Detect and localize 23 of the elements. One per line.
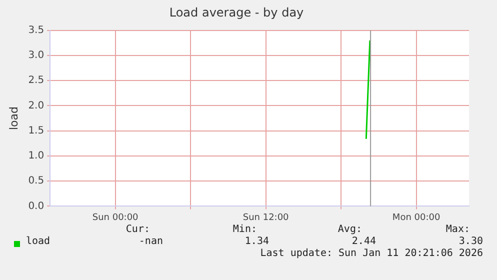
chart-title: Load average - by day xyxy=(169,5,304,20)
text: Max: xyxy=(446,224,470,235)
text: Min: xyxy=(232,224,257,235)
y-tick-label: 0.0 xyxy=(28,200,44,212)
y-tick-label: 0.5 xyxy=(28,176,44,187)
text: -nan xyxy=(138,236,163,247)
text: 2.44 xyxy=(352,236,376,247)
y-tick-label: 2.0 xyxy=(28,100,44,112)
text: Cur: xyxy=(126,224,150,235)
text: 1.34 xyxy=(244,236,269,247)
x-tick-label: Sun 00:00 xyxy=(92,212,139,223)
y-tick-label: 1.5 xyxy=(28,125,44,136)
y-tick-label: 1.0 xyxy=(28,150,44,162)
text: Last update: Sun Jan 11 20:21:06 2026 xyxy=(260,248,483,259)
text: Avg: xyxy=(338,224,362,235)
y-tick-label: 2.5 xyxy=(28,75,44,86)
text: 3.30 xyxy=(458,236,483,247)
x-tick-label: Sun 12:00 xyxy=(242,212,290,223)
y-axis-title: load xyxy=(7,106,20,130)
legend-label: load xyxy=(26,236,50,247)
x-tick-label: Mon 00:00 xyxy=(392,212,440,223)
y-tick-label: 3.5 xyxy=(28,24,44,36)
y-tick-label: 3.0 xyxy=(28,50,44,62)
